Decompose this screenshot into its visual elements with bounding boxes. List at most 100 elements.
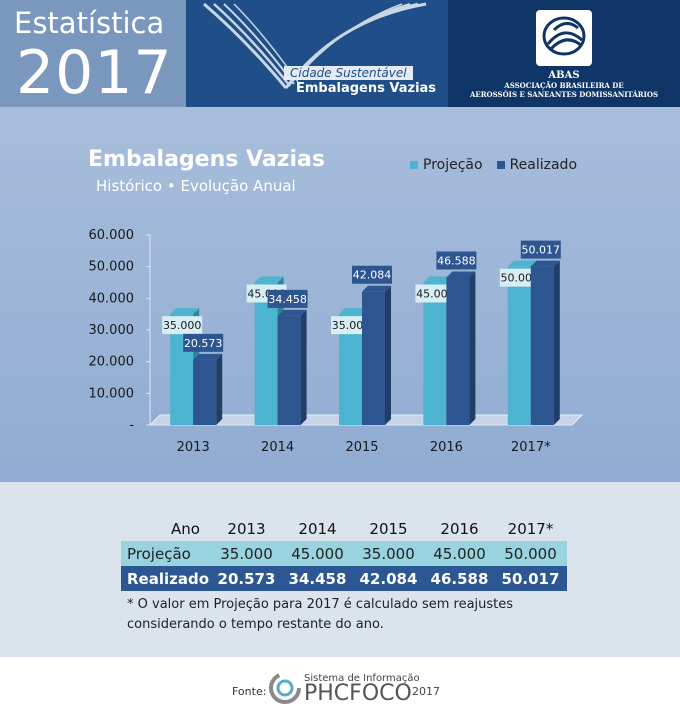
campaign-name: Embalagens Vazias: [296, 81, 437, 96]
bar-realizado: [446, 277, 470, 425]
bar-realizado-top: [530, 260, 560, 267]
y-tick-label: 50.000: [89, 260, 135, 275]
x-tick-label: 2017*: [511, 440, 551, 455]
bar-projecao: [507, 266, 531, 425]
data-label: 42.084: [353, 269, 392, 282]
bar-chart: - 10.000 20.000 30.000 40.000 50.000 60.000 35.…: [89, 228, 584, 455]
org-block: ABAS ASSOCIAÇÃO BRASILEIRA DE AEROSSÓIS …: [448, 0, 680, 107]
bar-realizado-top: [446, 271, 476, 278]
x-tick-label: 2014: [261, 440, 294, 455]
data-label-box: [415, 284, 456, 303]
footnote: * O valor em Projeção para 2017 é calcul…: [127, 595, 513, 635]
bar-realizado: [193, 359, 217, 425]
bar-realizado-top: [362, 285, 391, 292]
table-cell: 35.000: [362, 544, 415, 563]
source-year: 2017: [412, 685, 440, 698]
table-header-cell: 2013: [227, 519, 266, 538]
x-tick-label: 2016: [430, 440, 463, 455]
table-cell: 34.458: [288, 569, 347, 588]
data-label-box: [520, 240, 561, 259]
chart-panel: - 10.000 20.000 30.000 40.000 50.000 60.000 35.…: [0, 107, 680, 482]
bar-projecao: [339, 314, 362, 425]
header-title-block: Estatística 2017: [0, 0, 186, 108]
bar-projecao-top: [170, 308, 200, 315]
y-tick-label: 20.000: [89, 355, 135, 370]
bar-realizado-side: [553, 260, 560, 425]
org-full-name-line1: ASSOCIAÇÃO BRASILEIRA DE: [504, 81, 624, 90]
table-header-cell: 2016: [440, 519, 479, 538]
org-full-name-line2: AEROSSÓIS E SANEANTES DOMISSANITÁRIOS: [469, 90, 659, 99]
bar-realizado-top: [193, 353, 223, 360]
y-tick-label: -: [129, 418, 134, 433]
data-label-box: [352, 265, 392, 284]
table-panel: Ano 2013 2014 2015 2016 2017* Projeção 3…: [0, 482, 680, 657]
data-label: 50.017: [522, 244, 561, 257]
x-tick-label: 2013: [177, 440, 210, 455]
data-label-box: [331, 316, 371, 335]
legend-label-projecao: Projeção: [423, 157, 483, 173]
header-title-line2: 2017: [16, 38, 173, 108]
bar-realizado-side: [469, 271, 476, 425]
table-cell: 42.084: [359, 569, 418, 588]
table-row-label: Realizado: [127, 569, 210, 588]
table-cell: 50.000: [504, 544, 557, 563]
source-label: Fonte:: [232, 685, 267, 698]
table-header-cell: 2017*: [507, 519, 554, 538]
data-label: 20.573: [184, 337, 223, 350]
footnote-line1: * O valor em Projeção para 2017 é calcul…: [127, 597, 514, 612]
campaign-logo: Cidade Sustentável Embalagens Vazias: [186, 0, 448, 107]
data-table: Ano 2013 2014 2015 2016 2017* Projeção 3…: [121, 516, 567, 591]
data-label-box: [499, 268, 540, 287]
y-tick-label: 40.000: [89, 291, 135, 306]
table-cell: 50.017: [501, 569, 560, 588]
chart-legend: Projeção Realizado: [410, 157, 591, 173]
bar-realizado-side: [385, 285, 391, 425]
system-name: PHCFOCO: [304, 681, 412, 706]
legend-swatch-realizado: [496, 161, 505, 169]
system-label: Sistema de Informação: [304, 673, 420, 684]
table-header-cell: 2014: [298, 519, 337, 538]
bar-projecao-top: [507, 260, 537, 267]
data-label: 46.588: [437, 254, 476, 267]
table-header-cell: Ano: [171, 519, 200, 538]
bar-projecao-top: [423, 276, 453, 283]
y-tick-label: 10.000: [89, 386, 135, 401]
table-cell: 20.573: [217, 569, 276, 588]
data-label: 50.000: [501, 272, 540, 285]
data-label-box: [183, 333, 224, 352]
y-tick-label: 60.000: [89, 228, 135, 243]
data-label: 34.458: [268, 293, 307, 306]
data-label-box: [436, 251, 477, 270]
legend-label-realizado: Realizado: [509, 157, 578, 173]
data-label: 45.000: [416, 288, 455, 301]
chart-subtitle: Histórico • Evolução Anual: [96, 177, 296, 195]
table-cell: 35.000: [220, 544, 273, 563]
data-label-box: [162, 316, 203, 335]
legend-swatch-projecao: [410, 161, 418, 169]
campaign-tagline: Cidade Sustentável: [284, 66, 413, 80]
data-label: 35.000: [332, 319, 371, 332]
table-cell: 46.588: [430, 569, 489, 588]
bar-projecao-top: [254, 276, 284, 283]
bar-realizado-side: [300, 309, 307, 425]
bar-projecao-top: [339, 308, 368, 315]
table-row-realizado: Realizado 20.573 34.458 42.084 46.588 50…: [121, 566, 567, 591]
header: Estatística 2017 Cidade Sustentável Emba…: [0, 0, 680, 108]
x-tick-label: 2015: [345, 440, 378, 455]
bar-realizado: [530, 266, 554, 425]
data-label-box: [267, 289, 308, 308]
table-header-cell: 2015: [369, 519, 408, 538]
y-tick-label: 30.000: [89, 323, 135, 338]
header-title-line1: Estatística: [14, 6, 165, 40]
table-row-label: Projeção: [127, 544, 191, 563]
bar-realizado-side: [216, 353, 223, 425]
bar-realizado-top: [277, 309, 307, 316]
table-cell: 45.000: [433, 544, 486, 563]
data-label: 35.000: [163, 319, 202, 332]
table-cell: 45.000: [291, 544, 344, 563]
bar-realizado: [362, 291, 385, 425]
abas-logo-icon: [536, 10, 592, 66]
bar-realizado: [277, 315, 301, 425]
bar-projecao: [254, 282, 278, 425]
footnote-line2: considerando o tempo restante do ano.: [127, 617, 384, 632]
